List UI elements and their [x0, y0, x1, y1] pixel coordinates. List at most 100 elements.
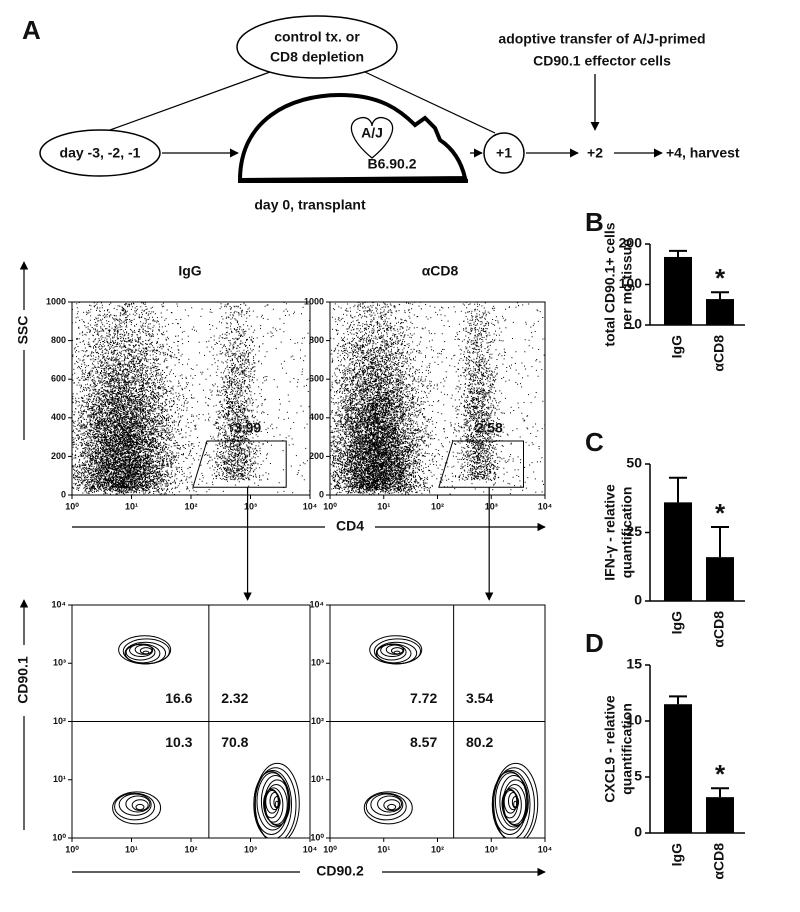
bar — [706, 557, 734, 601]
error-bar — [711, 291, 729, 300]
pretreatment: day -3, -2, -1 — [60, 145, 141, 161]
contour — [369, 635, 423, 665]
y-tick-label: 10⁰ — [310, 832, 324, 842]
y-tick-label: 1000 — [46, 296, 66, 306]
quadrant-percent: 7.72 — [410, 690, 437, 706]
y-tick-label: 600 — [51, 374, 66, 384]
bar — [706, 797, 734, 833]
contour — [114, 792, 156, 821]
x-tick-label: αCD8 — [711, 611, 727, 648]
y-axis-title: per mg tissue — [619, 239, 635, 330]
contour — [503, 784, 527, 826]
bar — [706, 299, 734, 325]
x-tick-label: 10⁰ — [65, 501, 79, 511]
contour — [499, 775, 529, 828]
y-tick-label: 100 — [619, 275, 643, 291]
depletion-text: control tx. or — [274, 29, 360, 45]
mouse-icon — [237, 92, 468, 183]
depletion-text: CD8 depletion — [270, 49, 364, 65]
axis-title: CD4 — [336, 518, 364, 534]
y-axis-title: IFN-γ - relative — [602, 484, 618, 581]
y-tick-label: 10¹ — [311, 774, 324, 784]
x-tick-label: 10¹ — [125, 844, 138, 854]
x-tick-label: 10³ — [485, 501, 498, 511]
annotation: * — [715, 759, 726, 789]
y-tick-label: 1000 — [304, 296, 324, 306]
contour — [365, 792, 407, 821]
contour — [135, 803, 145, 811]
x-tick-label: 10² — [431, 844, 444, 854]
y-tick-label: 10² — [311, 716, 324, 726]
y-tick-label: 15 — [626, 656, 642, 672]
contour — [254, 762, 300, 838]
circle — [483, 132, 525, 174]
y-axis-title: quantification — [619, 703, 635, 795]
y-tick-label: 200 — [619, 235, 643, 251]
x-tick-label: 10² — [431, 501, 444, 511]
bar — [664, 502, 692, 601]
quadrant-percent: 16.6 — [165, 690, 192, 706]
heart-icon — [350, 116, 394, 159]
connector — [364, 71, 496, 134]
plot-content — [330, 302, 545, 495]
contour — [383, 799, 401, 811]
y-tick-label: 800 — [309, 335, 324, 345]
quadrant-percent: 10.3 — [165, 734, 192, 750]
x-tick-label: IgG — [669, 611, 685, 634]
gate — [438, 440, 524, 488]
contour — [253, 769, 293, 838]
y-axis-title: quantification — [619, 487, 635, 579]
y-tick-label: 200 — [309, 451, 324, 461]
annotation: * — [715, 498, 726, 528]
y-tick-label: 10³ — [311, 658, 324, 668]
x-tick-label: 10⁰ — [323, 844, 337, 854]
x-tick-label: 10⁴ — [538, 844, 552, 854]
plot-content — [72, 302, 310, 495]
axis-title: SSC — [15, 316, 31, 345]
x-tick-label: 10¹ — [125, 501, 138, 511]
contour — [112, 791, 162, 825]
contour — [263, 787, 284, 823]
y-tick-label: 25 — [626, 523, 642, 539]
x-tick-label: 10² — [184, 501, 197, 511]
contour — [491, 769, 531, 838]
y-tick-label: 600 — [309, 374, 324, 384]
ellipse — [39, 129, 161, 177]
quadrant-percent: 70.8 — [221, 734, 248, 750]
step: +2 — [587, 145, 603, 161]
x-tick-label: αCD8 — [711, 335, 727, 372]
ellipse — [236, 15, 398, 79]
x-tick-label: 10³ — [485, 844, 498, 854]
y-tick-label: 50 — [626, 455, 642, 471]
contour — [118, 635, 172, 665]
step: +1 — [496, 145, 512, 161]
contour — [363, 791, 413, 825]
x-tick-label: 10⁰ — [65, 844, 79, 854]
transplant: day 0, transplant — [254, 197, 366, 213]
annotation: * — [715, 263, 726, 293]
x-tick-label: IgG — [669, 843, 685, 866]
y-tick-label: 10³ — [53, 658, 66, 668]
transfer-text: adoptive transfer of A/J-primed — [498, 31, 705, 47]
x-tick-label: IgG — [669, 335, 685, 358]
quadrant-percent: 8.57 — [410, 734, 437, 750]
y-tick-label: 800 — [51, 335, 66, 345]
contour — [493, 762, 539, 838]
x-tick-label: 10³ — [244, 501, 257, 511]
x-tick-label: 10⁴ — [538, 501, 552, 511]
contour — [131, 799, 149, 811]
y-tick-label: 0 — [61, 489, 66, 499]
x-tick-label: 10³ — [244, 844, 257, 854]
contour — [125, 795, 151, 813]
quadrant-percent: 80.2 — [466, 734, 493, 750]
event-dots — [72, 302, 310, 495]
group-label: αCD8 — [422, 263, 459, 279]
y-tick-label: 10⁰ — [52, 832, 66, 842]
panel-label: B — [585, 207, 604, 237]
panel-label: D — [585, 628, 604, 658]
y-tick-label: 10 — [626, 712, 642, 728]
gate-percent: 3.99 — [234, 420, 261, 436]
y-tick-label: 5 — [634, 768, 642, 784]
y-tick-label: 0 — [634, 824, 642, 840]
